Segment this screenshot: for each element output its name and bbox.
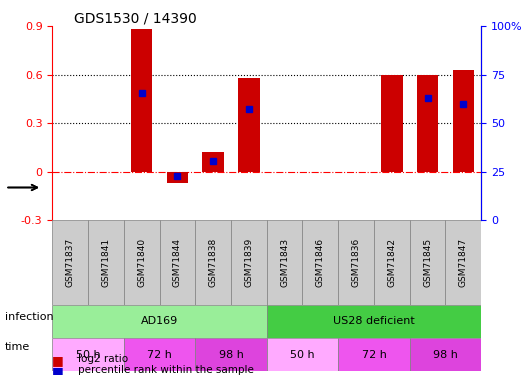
Text: GSM71837: GSM71837 — [66, 238, 75, 287]
FancyBboxPatch shape — [124, 338, 195, 371]
Bar — [131, 30, 152, 171]
FancyBboxPatch shape — [52, 304, 267, 338]
Text: 72 h: 72 h — [361, 350, 386, 360]
FancyBboxPatch shape — [124, 220, 160, 304]
Text: infection: infection — [5, 312, 54, 322]
FancyBboxPatch shape — [195, 338, 267, 371]
Text: 50 h: 50 h — [290, 350, 315, 360]
Text: US28 deficient: US28 deficient — [333, 316, 415, 326]
Text: AD169: AD169 — [141, 316, 178, 326]
FancyBboxPatch shape — [52, 338, 124, 371]
Text: 98 h: 98 h — [433, 350, 458, 360]
FancyBboxPatch shape — [52, 220, 88, 304]
Text: GSM71843: GSM71843 — [280, 238, 289, 287]
FancyBboxPatch shape — [338, 220, 374, 304]
FancyBboxPatch shape — [160, 220, 195, 304]
Bar — [167, 171, 188, 183]
FancyBboxPatch shape — [231, 220, 267, 304]
FancyBboxPatch shape — [446, 220, 481, 304]
FancyBboxPatch shape — [410, 220, 446, 304]
Text: GSM71844: GSM71844 — [173, 238, 182, 287]
Text: GSM71845: GSM71845 — [423, 238, 432, 287]
Text: percentile rank within the sample: percentile rank within the sample — [78, 365, 254, 375]
Bar — [417, 75, 438, 171]
FancyBboxPatch shape — [195, 220, 231, 304]
FancyBboxPatch shape — [374, 220, 410, 304]
Bar — [202, 152, 224, 171]
FancyBboxPatch shape — [302, 220, 338, 304]
Text: GDS1530 / 14390: GDS1530 / 14390 — [74, 11, 197, 25]
Text: ■: ■ — [52, 354, 64, 367]
Text: GSM71846: GSM71846 — [316, 238, 325, 287]
Text: 50 h: 50 h — [76, 350, 100, 360]
Text: GSM71838: GSM71838 — [209, 238, 218, 287]
Text: log2 ratio: log2 ratio — [78, 354, 129, 364]
FancyBboxPatch shape — [338, 338, 410, 371]
Text: time: time — [5, 342, 30, 352]
FancyBboxPatch shape — [88, 220, 124, 304]
FancyBboxPatch shape — [410, 338, 481, 371]
Bar — [238, 78, 259, 171]
Text: ■: ■ — [52, 365, 64, 375]
Text: GSM71840: GSM71840 — [137, 238, 146, 287]
Bar — [381, 75, 403, 171]
Text: GSM71839: GSM71839 — [244, 238, 253, 287]
Text: GSM71841: GSM71841 — [101, 238, 110, 287]
Text: GSM71847: GSM71847 — [459, 238, 468, 287]
FancyBboxPatch shape — [267, 338, 338, 371]
Text: 98 h: 98 h — [219, 350, 243, 360]
Bar — [452, 70, 474, 171]
FancyBboxPatch shape — [267, 304, 481, 338]
FancyBboxPatch shape — [267, 220, 302, 304]
Text: 72 h: 72 h — [147, 350, 172, 360]
Text: GSM71836: GSM71836 — [351, 238, 360, 287]
Text: GSM71842: GSM71842 — [388, 238, 396, 287]
